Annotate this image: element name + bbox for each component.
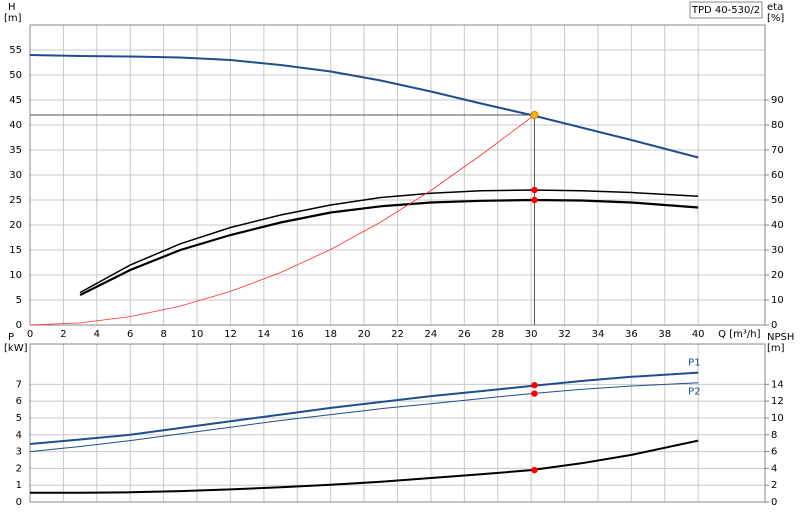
y-tick-label: 40 (9, 120, 22, 131)
x-tick-label: 16 (291, 329, 304, 340)
x-tick-label: 12 (224, 329, 237, 340)
y-axis-unit: [m] (4, 13, 22, 24)
point-marker (531, 196, 538, 204)
y2-tick-label: 50 (771, 195, 784, 206)
y-tick-label: 20 (9, 220, 22, 231)
x-tick-label: 28 (491, 329, 504, 340)
y-tick-label: 50 (9, 70, 22, 81)
x-tick-label: 14 (257, 329, 270, 340)
y2-tick-label: 0 (771, 320, 777, 331)
point-marker (531, 466, 538, 474)
series-line (79, 189, 699, 294)
x-tick-label: 38 (658, 329, 671, 340)
x-tick-label: 8 (160, 329, 166, 340)
y2-axis-unit: [%] (767, 13, 784, 24)
y-tick-label: 35 (9, 145, 22, 156)
y-tick-label: 3 (16, 447, 22, 458)
y-axis-label: H (8, 2, 16, 13)
model-box (689, 1, 763, 19)
y2-tick-label: 30 (771, 245, 784, 256)
y2-axis-label: eta (767, 2, 783, 13)
y2-tick-label: 20 (771, 270, 784, 281)
y-axis-unit: [kW] (4, 343, 28, 354)
y-tick-label: 2 (16, 463, 22, 474)
legend-label: P2 (688, 387, 700, 398)
series-line (29, 382, 699, 453)
y-tick-label: 25 (9, 195, 22, 206)
series-line (29, 54, 699, 159)
y-tick-label: 5 (16, 413, 22, 424)
x-axis-label: Q [m³/h] (718, 329, 760, 340)
y-tick-label: 30 (9, 170, 22, 181)
model-label: TPD 40-530/2 (691, 5, 760, 16)
series-line (29, 114, 535, 326)
x-tick-label: 4 (94, 329, 100, 340)
y-tick-label: 4 (16, 430, 22, 441)
x-tick-label: 24 (425, 329, 438, 340)
x-tick-label: 0 (27, 329, 33, 340)
point-marker (531, 186, 538, 194)
x-tick-label: 20 (358, 329, 371, 340)
y2-tick-label: 2 (771, 480, 777, 491)
x-tick-label: 22 (391, 329, 404, 340)
y2-axis-label: NPSH (767, 332, 794, 343)
y2-tick-label: 90 (771, 95, 784, 106)
x-tick-label: 10 (191, 329, 204, 340)
x-tick-label: 26 (458, 329, 471, 340)
x-tick-label: 40 (692, 329, 705, 340)
y2-tick-label: 8 (771, 430, 777, 441)
y2-tick-label: 0 (771, 497, 777, 508)
series-line (29, 371, 699, 445)
y-tick-label: 1 (16, 480, 22, 491)
x-tick-label: 2 (60, 329, 66, 340)
legend-label: P1 (688, 358, 700, 369)
x-tick-label: 18 (324, 329, 337, 340)
y-tick-label: 15 (9, 245, 22, 256)
y-tick-label: 45 (9, 95, 22, 106)
x-tick-label: 30 (525, 329, 538, 340)
y2-tick-label: 4 (771, 463, 777, 474)
y2-tick-label: 40 (771, 220, 784, 231)
y-tick-label: 0 (16, 320, 22, 331)
plot-frame (29, 343, 766, 503)
series-line (30, 439, 699, 494)
plot-frame (29, 24, 766, 326)
point-marker (531, 390, 538, 397)
y-tick-label: 7 (16, 379, 22, 390)
y2-tick-label: 60 (771, 170, 784, 181)
y-tick-label: 10 (9, 270, 22, 281)
y2-tick-label: 14 (771, 379, 784, 390)
y2-tick-label: 80 (771, 120, 784, 131)
y-tick-label: 55 (9, 45, 22, 56)
y-tick-label: 6 (16, 396, 22, 407)
y2-tick-label: 10 (771, 413, 784, 424)
y-tick-label: 5 (16, 295, 22, 306)
y-tick-label: 0 (16, 497, 22, 508)
y2-tick-label: 6 (771, 447, 777, 458)
point-marker (531, 381, 538, 389)
series-line (79, 198, 699, 296)
y2-tick-label: 12 (771, 396, 784, 407)
x-tick-label: 32 (558, 329, 571, 340)
operating-point (530, 111, 539, 120)
y-axis-label: P (8, 332, 14, 343)
y2-tick-label: 70 (771, 145, 784, 156)
x-tick-label: 36 (625, 329, 638, 340)
x-tick-label: 34 (592, 329, 605, 340)
x-tick-label: 6 (127, 329, 133, 340)
y2-tick-label: 10 (771, 295, 784, 306)
y2-axis-unit: [m] (767, 343, 785, 354)
